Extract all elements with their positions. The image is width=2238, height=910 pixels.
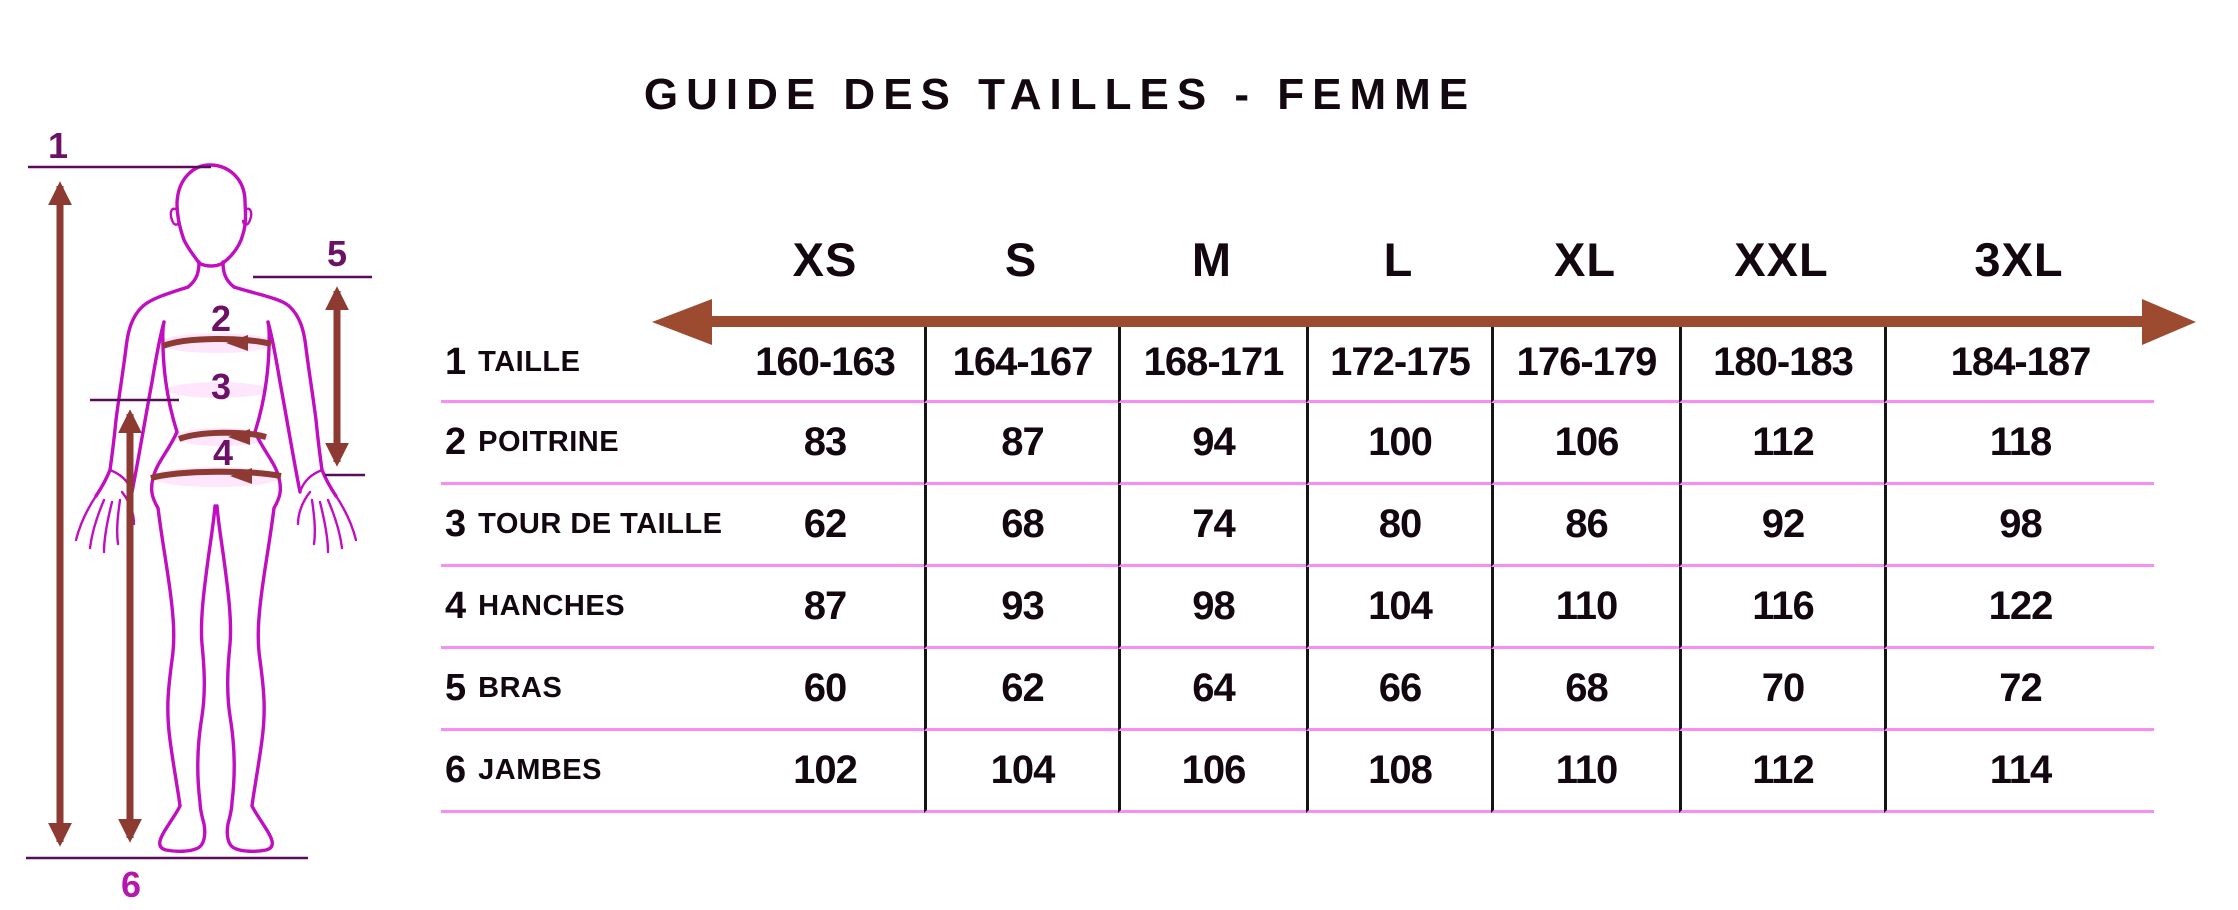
female-body-outline	[74, 163, 358, 854]
body-measurement-diagram: 1 2 3 4 5 6	[0, 90, 432, 910]
hips-arrow	[150, 468, 282, 481]
size-table: XS S M L XL XXL 3XL 1 TAILLE 160-163 164-167 168-1…	[441, 230, 2196, 813]
size-column-header: XXL	[1734, 233, 1829, 286]
size-column-header: XS	[792, 233, 858, 286]
table-cell: 180-183	[1679, 325, 1884, 403]
right-hand	[296, 468, 358, 554]
table-cell: 118	[1884, 403, 2154, 485]
marker-1-height: 1	[48, 125, 68, 166]
table-cell: 68	[924, 485, 1118, 567]
marker-6-leg: 6	[121, 864, 141, 905]
table-cell: 106	[1491, 403, 1679, 485]
row-number: 4	[445, 585, 467, 627]
table-cell: 62	[726, 485, 924, 567]
table-cell: 98	[1118, 567, 1306, 649]
table-cell: 172-175	[1306, 325, 1491, 403]
table-cell: 87	[726, 567, 924, 649]
table-cell: 112	[1679, 403, 1884, 485]
page-title: GUIDE DES TAILLES - FEMME	[643, 70, 1477, 119]
marker-3-waist: 3	[211, 366, 231, 407]
arrow-left-head-icon	[652, 299, 712, 345]
row-name: JAMBES	[478, 754, 602, 786]
row-label: 1 TAILLE	[441, 325, 726, 403]
table-cell: 64	[1118, 649, 1306, 731]
row-name: TOUR DE TAILLE	[478, 508, 723, 540]
row-number: 6	[445, 749, 467, 791]
table-cell: 80	[1306, 485, 1491, 567]
row-number: 5	[445, 667, 467, 709]
table-cell: 110	[1491, 567, 1679, 649]
arrow-right-head-icon	[2142, 299, 2196, 345]
row-label: 3 TOUR DE TAILLE	[441, 485, 726, 567]
table-cell: 83	[726, 403, 924, 485]
table-cell: 86	[1491, 485, 1679, 567]
table-cell: 116	[1679, 567, 1884, 649]
table-cell: 68	[1491, 649, 1679, 731]
arrow-shaft	[711, 316, 2148, 327]
table-cell: 92	[1679, 485, 1884, 567]
table-cell: 122	[1884, 567, 2154, 649]
size-column-header: XL	[1553, 233, 1617, 286]
row-number: 3	[445, 503, 467, 545]
size-column-header: 3XL	[1974, 233, 2064, 286]
size-grid: 1 TAILLE 160-163 164-167 168-171 172-175 176-1…	[441, 325, 2154, 813]
row-label: 5 BRAS	[441, 649, 726, 731]
table-cell: 104	[924, 731, 1118, 813]
table-cell: 106	[1118, 731, 1306, 813]
table-cell: 102	[726, 731, 924, 813]
reference-lines	[26, 165, 372, 860]
marker-2-chest: 2	[211, 298, 231, 339]
table-cell: 184-187	[1884, 325, 2154, 403]
waist-arrow	[177, 429, 267, 442]
table-cell: 93	[924, 567, 1118, 649]
marker-4-hips: 4	[213, 432, 233, 473]
table-cell: 160-163	[726, 325, 924, 403]
row-name: BRAS	[478, 672, 563, 704]
row-name: POITRINE	[478, 426, 620, 458]
table-cell: 110	[1491, 731, 1679, 813]
table-cell: 66	[1306, 649, 1491, 731]
size-header-row: XS S M L XL XXL 3XL	[441, 230, 2154, 325]
table-cell: 62	[924, 649, 1118, 731]
row-name: TAILLE	[478, 346, 581, 378]
table-cell: 164-167	[924, 325, 1118, 403]
table-cell: 108	[1306, 731, 1491, 813]
body-figure-svg: 1 2 3 4 5 6	[26, 125, 372, 905]
measurement-arrows	[48, 181, 349, 847]
size-column-header: L	[1383, 233, 1414, 286]
row-label: 4 HANCHES	[441, 567, 726, 649]
row-label: 2 POITRINE	[441, 403, 726, 485]
table-cell: 94	[1118, 403, 1306, 485]
table-cell: 168-171	[1118, 325, 1306, 403]
row-number: 2	[445, 421, 467, 463]
table-cell: 87	[924, 403, 1118, 485]
table-cell: 74	[1118, 485, 1306, 567]
table-cell: 72	[1884, 649, 2154, 731]
table-cell: 70	[1679, 649, 1884, 731]
size-column-header: S	[1004, 233, 1038, 286]
table-cell: 60	[726, 649, 924, 731]
size-column-header: M	[1191, 233, 1233, 286]
table-cell: 114	[1884, 731, 2154, 813]
row-number: 1	[445, 341, 467, 383]
marker-5-arm: 5	[327, 233, 347, 274]
row-label: 6 JAMBES	[441, 731, 726, 813]
table-cell: 176-179	[1491, 325, 1679, 403]
chest-arrow	[161, 335, 272, 349]
row-name: HANCHES	[478, 590, 626, 622]
table-cell: 112	[1679, 731, 1884, 813]
table-cell: 104	[1306, 567, 1491, 649]
table-cell: 100	[1306, 403, 1491, 485]
table-cell: 98	[1884, 485, 2154, 567]
